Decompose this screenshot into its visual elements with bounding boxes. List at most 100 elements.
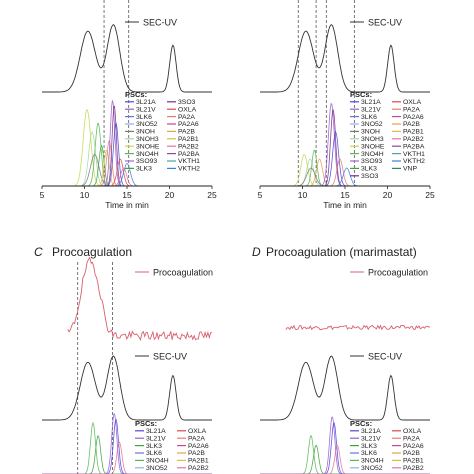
psc-legend-label-3no52: 3NO52	[136, 121, 158, 128]
psc-legend-title: PSCs:	[350, 90, 372, 99]
psc-legend-label-3lk3: 3LK3	[361, 443, 377, 450]
psc-legend-label-3lk3: 3LK3	[361, 166, 377, 173]
psc-legend-label-3no52: 3NO52	[146, 465, 168, 472]
psc-legend-label-vkth1: VKTH1	[178, 158, 200, 165]
sec-uv-legend-label: SEC-UV	[368, 18, 402, 28]
psc-legend-label-vnp: VNP	[403, 166, 417, 173]
panel-d: ProcoagulationSEC-UVPSCs:3L21A3L21V3LK33…	[260, 268, 431, 474]
psc-legend-label-oxla: OXLA	[178, 106, 197, 113]
psc-legend-label-3l21v: 3L21V	[361, 106, 381, 113]
psc-legend: PSCs:3L21A3L21V3LK63NO523NOH3NOH33NOHE3N…	[125, 90, 200, 173]
psc-legend-label-pa2b1: PA2B1	[403, 129, 424, 136]
psc-legend-label-pa2b: PA2B	[178, 129, 195, 136]
procoagulation-line	[285, 324, 431, 331]
psc-legend-label-3so93: 3SO93	[136, 158, 157, 165]
psc-legend-label-pa2ba: PA2BA	[178, 151, 200, 158]
sec-uv-line	[42, 355, 212, 421]
psc-legend-label-pa2a: PA2A	[178, 114, 195, 121]
psc-trace-pa2b2	[42, 441, 212, 474]
psc-legend-label-vkth2: VKTH2	[403, 158, 425, 165]
psc-legend-label-vkth1: VKTH1	[403, 151, 425, 158]
x-tick-label-15: 15	[122, 190, 132, 200]
psc-legend-label-pa2b1: PA2B1	[403, 458, 424, 465]
psc-legend-label-pa2b: PA2B	[403, 121, 420, 128]
psc-legend-label-3l21a: 3L21A	[136, 99, 156, 106]
psc-legend-label-3nohe: 3NOHE	[136, 143, 160, 150]
psc-legend-label-pa2ba: PA2BA	[403, 143, 425, 150]
psc-legend-label-pa2b2: PA2B2	[403, 136, 424, 143]
sec-uv-legend-label: SEC-UV	[143, 18, 177, 28]
psc-legend-label-3l21v: 3L21V	[136, 106, 156, 113]
psc-legend: PSCs:3L21A3L21V3LK33LK63NO4H3NO52OXLAPA2…	[350, 419, 424, 472]
psc-legend-label-oxla: OXLA	[403, 99, 422, 106]
psc-legend-label-3no52: 3NO52	[361, 121, 383, 128]
psc-legend-label-pa2a6: PA2A6	[178, 121, 199, 128]
psc-legend-label-3nohe: 3NOHE	[361, 143, 385, 150]
psc-legend-label-3noh: 3NOH	[136, 129, 155, 136]
psc-legend-label-3lk6: 3LK6	[361, 450, 377, 457]
psc-legend-label-3l21v: 3L21V	[361, 435, 381, 442]
panel-b: SEC-UV PSCs:3L21A3L21V3LK63NO523NOH3NOH33…	[258, 0, 435, 210]
x-tick-label-10: 10	[80, 190, 90, 200]
psc-legend-label-3l21a: 3L21A	[146, 428, 166, 435]
psc-legend-title: PSCs:	[350, 419, 372, 428]
psc-legend-label-pa2a6: PA2A6	[403, 443, 424, 450]
panel-a: SEC-UVPSCs:3L21A3L21V3LK63NO523NOH3NOH33…	[40, 0, 217, 210]
psc-trace-3lk3	[42, 435, 212, 474]
panel-d-title: Procoagulation (marimastat)	[266, 245, 417, 259]
sec-uv-line	[260, 24, 430, 93]
psc-legend-label-pa2a: PA2A	[188, 435, 205, 442]
psc-legend-label-pa2b: PA2B	[403, 450, 420, 457]
psc-legend-label-3l21a: 3L21A	[361, 99, 381, 106]
psc-legend-label-3so3: 3SO3	[178, 99, 196, 106]
sec-uv-legend-label: SEC-UV	[368, 352, 402, 362]
x-tick-label-15: 15	[340, 190, 350, 200]
sec-uv-legend-label: SEC-UV	[153, 352, 187, 362]
psc-legend-label-pa2a: PA2A	[403, 435, 420, 442]
psc-legend: PSCs:3L21A3L21V3LK63NO523NOH3NOH33NOHE3N…	[350, 90, 425, 180]
psc-legend-label-pa2b2: PA2B2	[178, 143, 199, 150]
psc-legend-label-pa2b2: PA2B2	[403, 465, 424, 472]
psc-legend-label-3noh: 3NOH	[361, 129, 380, 136]
psc-legend-label-3l21v: 3L21V	[146, 435, 166, 442]
psc-legend-label-pa2b2: PA2B2	[188, 465, 209, 472]
psc-legend-label-3so3: 3SO3	[361, 173, 379, 180]
x-axis-label: Time in min	[105, 200, 149, 210]
psc-legend-label-3no4h: 3NO4H	[136, 151, 159, 158]
sec-uv-line	[42, 24, 212, 93]
psc-legend-label-3no4h: 3NO4H	[361, 458, 384, 465]
psc-legend-label-pa2b: PA2B	[188, 450, 205, 457]
psc-legend-label-3lk6: 3LK6	[361, 114, 377, 121]
psc-trace-3no4h	[42, 421, 212, 474]
x-tick-label-25: 25	[207, 190, 217, 200]
panel-c: ProcoagulationSEC-UVPSCs:3L21A3L21V3LK33…	[42, 256, 213, 474]
psc-legend-label-oxla: OXLA	[403, 428, 422, 435]
psc-legend-label-pa2a: PA2A	[403, 106, 420, 113]
psc-legend-label-3l21a: 3L21A	[361, 428, 381, 435]
x-tick-label-10: 10	[298, 190, 308, 200]
psc-legend: PSCs:3L21A3L21V3LK33LK63NO4H3NO52OXLAPA2…	[135, 419, 209, 472]
x-axis-label: Time in min	[323, 200, 367, 210]
psc-legend-title: PSCs:	[135, 419, 157, 428]
psc-legend-label-3noh3: 3NOH3	[136, 136, 159, 143]
psc-legend-label-3lk6: 3LK6	[146, 450, 162, 457]
psc-legend-label-pa2a6: PA2A6	[188, 443, 209, 450]
psc-legend-label-3no4h: 3NO4H	[146, 458, 169, 465]
x-tick-label-25: 25	[425, 190, 435, 200]
x-tick-label-5: 5	[258, 190, 263, 200]
panel-d-letter: D	[252, 245, 261, 259]
psc-legend-label-pa2b1: PA2B1	[178, 136, 199, 143]
psc-legend-label-3lk6: 3LK6	[136, 114, 152, 121]
psc-trace-3l21v	[42, 413, 212, 474]
x-tick-label-5: 5	[40, 190, 45, 200]
x-tick-label-20: 20	[165, 190, 175, 200]
x-tick-label-20: 20	[383, 190, 393, 200]
psc-legend-label-pa2a6: PA2A6	[403, 114, 424, 121]
psc-legend-label-3no4h: 3NO4H	[361, 151, 384, 158]
psc-legend-label-oxla: OXLA	[188, 428, 207, 435]
panel-c-title: Procoagulation	[52, 245, 132, 259]
panel-c-letter: C	[34, 245, 43, 259]
psc-legend-label-3no52: 3NO52	[361, 465, 383, 472]
sec-uv-line	[260, 355, 430, 421]
